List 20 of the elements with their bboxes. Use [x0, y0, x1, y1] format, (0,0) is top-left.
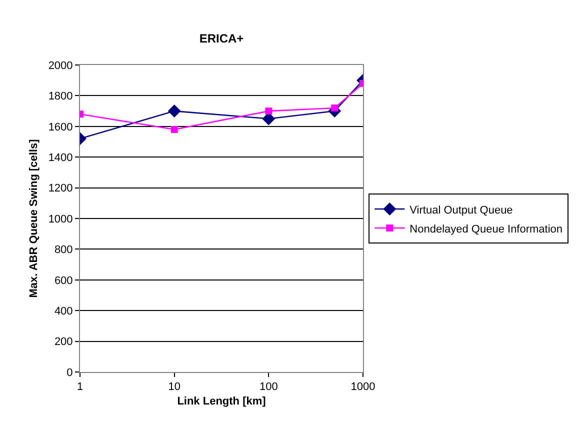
y-tick-label: 0 — [66, 366, 73, 379]
legend-label: Virtual Output Queue — [410, 204, 513, 216]
y-tick-label: 1400 — [48, 152, 73, 164]
y-tick-label: 800 — [54, 244, 73, 256]
y-tick-label: 1600 — [48, 121, 73, 134]
y-axis-title: Max. ABR Queue Swing [cells] — [28, 138, 40, 298]
y-tick-label: 1800 — [48, 90, 73, 103]
y-tick-label: 1200 — [48, 182, 73, 195]
y-tick-label: 1000 — [48, 213, 73, 226]
y-tick-label: 200 — [54, 336, 73, 348]
legend-label: Nondelayed Queue Information — [410, 223, 563, 236]
x-tick-label: 10 — [168, 381, 180, 394]
y-tick-label: 600 — [54, 274, 73, 287]
x-tick-label: 100 — [259, 381, 278, 394]
x-tick-label: 1000 — [350, 381, 376, 394]
y-tick-label: 2000 — [48, 60, 73, 72]
y-tick-label: 400 — [54, 305, 73, 318]
x-tick-label: 1 — [76, 381, 84, 394]
x-axis-title: Link Length [km] — [177, 395, 266, 408]
chart-title: ERICA+ — [199, 32, 244, 46]
